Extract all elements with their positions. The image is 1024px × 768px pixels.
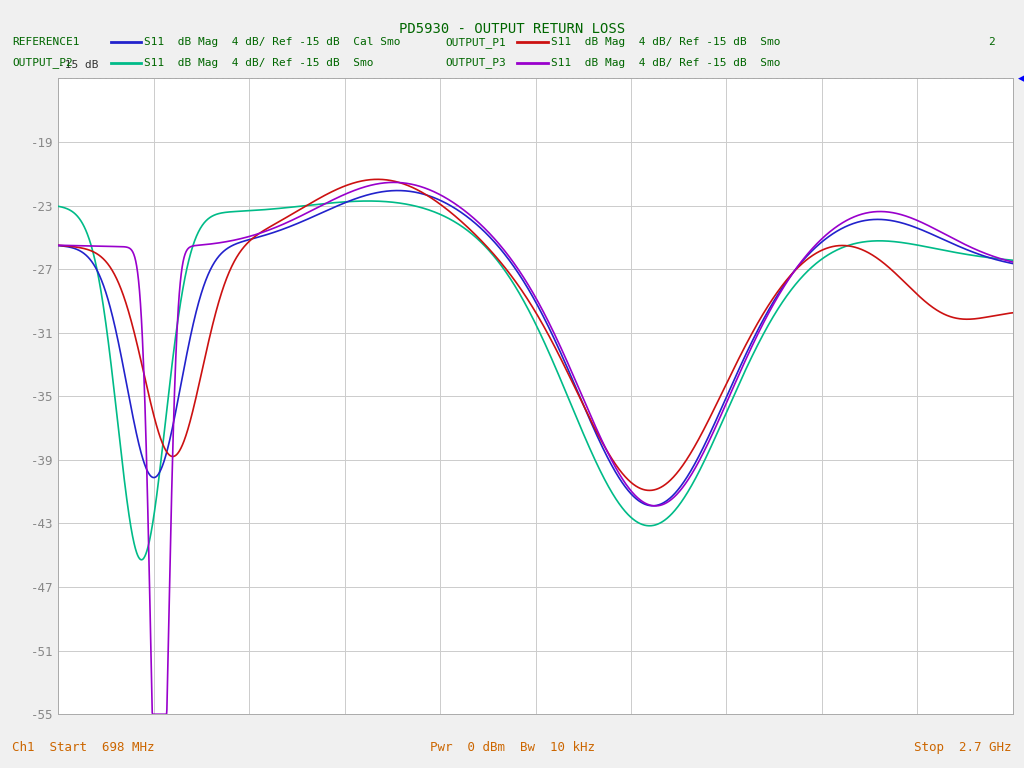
Text: OUTPUT_P2: OUTPUT_P2 xyxy=(12,58,73,68)
Text: -15 dB: -15 dB xyxy=(58,61,99,71)
Text: 2: 2 xyxy=(988,37,995,48)
Text: OUTPUT_P1: OUTPUT_P1 xyxy=(445,37,506,48)
Text: Pwr  0 dBm  Bw  10 kHz: Pwr 0 dBm Bw 10 kHz xyxy=(429,741,595,754)
Text: Ch1  Start  698 MHz: Ch1 Start 698 MHz xyxy=(12,741,155,754)
Text: Stop  2.7 GHz: Stop 2.7 GHz xyxy=(914,741,1012,754)
Text: S11  dB Mag  4 dB/ Ref -15 dB  Smo: S11 dB Mag 4 dB/ Ref -15 dB Smo xyxy=(551,58,780,68)
Text: ◀: ◀ xyxy=(1019,72,1024,84)
Text: OUTPUT_P3: OUTPUT_P3 xyxy=(445,58,506,68)
Text: PD5930 - OUTPUT RETURN LOSS: PD5930 - OUTPUT RETURN LOSS xyxy=(399,22,625,35)
Text: REFERENCE1: REFERENCE1 xyxy=(12,37,80,48)
Text: S11  dB Mag  4 dB/ Ref -15 dB  Cal Smo: S11 dB Mag 4 dB/ Ref -15 dB Cal Smo xyxy=(144,37,400,48)
Text: S11  dB Mag  4 dB/ Ref -15 dB  Smo: S11 dB Mag 4 dB/ Ref -15 dB Smo xyxy=(551,37,780,48)
Text: S11  dB Mag  4 dB/ Ref -15 dB  Smo: S11 dB Mag 4 dB/ Ref -15 dB Smo xyxy=(144,58,374,68)
